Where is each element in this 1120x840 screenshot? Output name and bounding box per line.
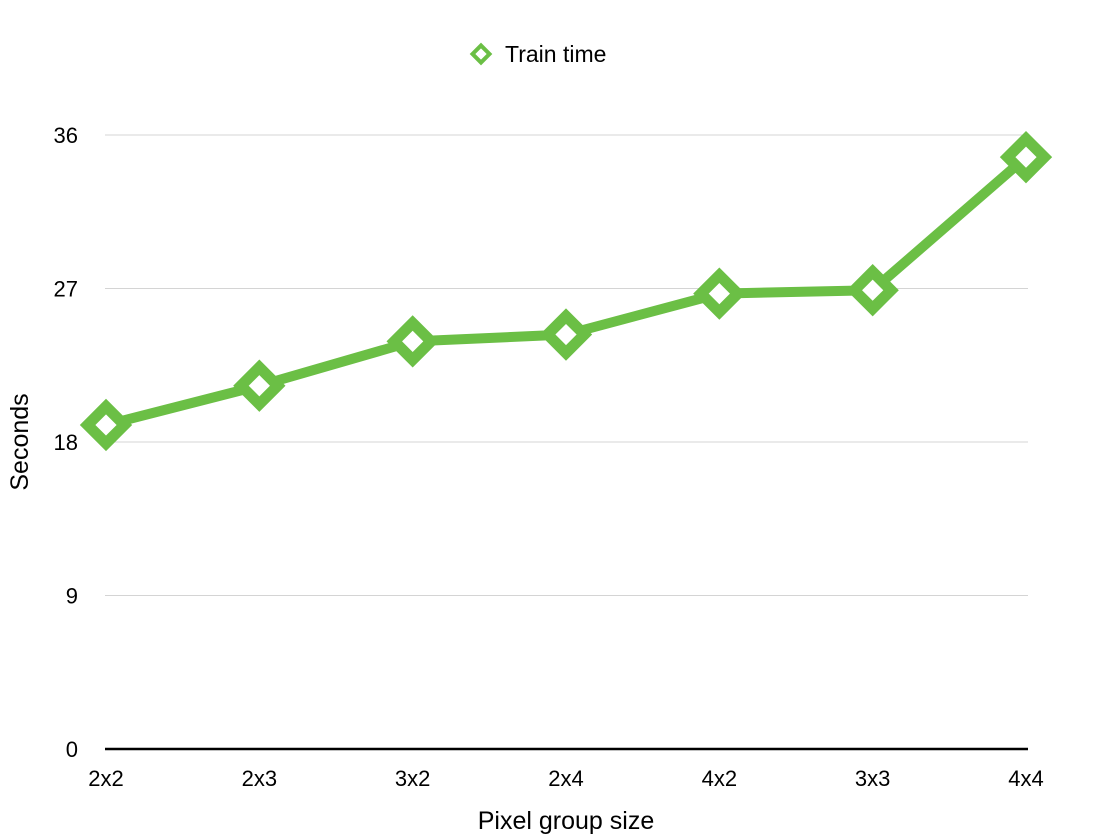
y-axis-title: Seconds [6, 393, 34, 490]
data-point-3x3 [846, 264, 899, 317]
x-tick-label-2x3: 2x3 [242, 766, 277, 791]
x-tick-label-4x2: 4x2 [702, 766, 737, 791]
x-axis-title: Pixel group size [478, 807, 654, 835]
data-point-4x4 [999, 131, 1053, 184]
x-tick-label-3x2: 3x2 [395, 766, 430, 791]
series-train-time [79, 131, 1053, 452]
legend-label-train-time: Train time [505, 41, 606, 67]
x-axis-ticks: 2x2 2x3 3x2 2x4 4x2 3x3 4x4 [88, 766, 1043, 791]
data-point-2x3 [233, 359, 286, 412]
data-point-3x2 [386, 315, 439, 368]
x-tick-label-3x3: 3x3 [855, 766, 890, 791]
y-tick-label-9: 9 [66, 584, 78, 609]
x-tick-label-2x2: 2x2 [88, 766, 123, 791]
data-point-4x2 [693, 267, 746, 320]
x-tick-label-2x4: 2x4 [548, 766, 583, 791]
data-point-2x4 [539, 308, 593, 361]
data-point-2x2 [79, 398, 133, 452]
y-tick-label-36: 36 [54, 123, 78, 148]
legend: Train time [469, 41, 606, 67]
y-tick-label-0: 0 [66, 737, 78, 762]
x-tick-label-4x4: 4x4 [1008, 766, 1043, 791]
legend-marker-train-time [469, 42, 493, 66]
y-tick-label-18: 18 [54, 430, 78, 455]
y-axis-ticks: 0 9 18 27 36 [54, 123, 78, 762]
y-tick-label-27: 27 [54, 277, 78, 302]
gridlines [105, 134, 1028, 596]
